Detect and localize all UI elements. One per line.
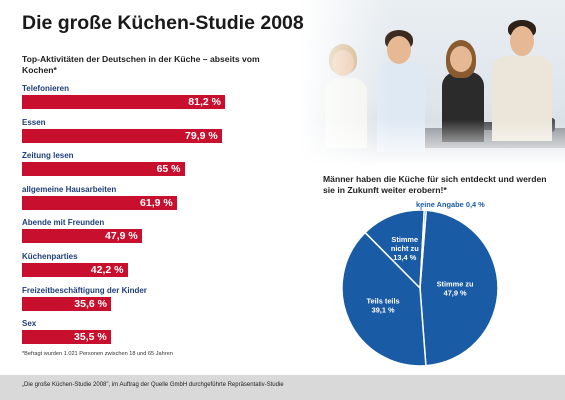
source-bar: „Die große Küchen-Studie 2008", im Auftr… (0, 375, 565, 400)
bar-value-label: 65 % (156, 163, 181, 176)
footnote: *Befragt wurden 1.021 Personen zwischen … (22, 351, 173, 357)
pie-slice (419, 209, 428, 289)
bar-category-label: Abende mit Freunden (22, 218, 105, 228)
pie-chart: Stimme zu 47,9 % Teils teils 39,1 % Stimme ni… (341, 200, 499, 366)
bar: 81,2 % (22, 95, 225, 109)
bar-row: Zeitung lesen 65 % (22, 151, 272, 183)
pie-slice-label: Stimme zu 47,9 % (437, 280, 474, 298)
pie-slice (364, 209, 426, 290)
bar-row: Essen 79,9 % (22, 118, 272, 150)
bar-category-label: Sex (22, 319, 37, 329)
bar-row: Abende mit Freunden 47,9 % (22, 218, 272, 250)
bar-category-label: Essen (22, 117, 46, 127)
bar: 42,2 % (22, 263, 128, 277)
pie-slice (341, 231, 427, 366)
bar-value-label: 47,9 % (105, 230, 138, 243)
bar-row: Telefonieren 81,2 % (22, 84, 272, 116)
bar-category-label: Freizeitbeschäftigung der Kinder (22, 285, 147, 295)
page-title: Die große Küchen-Studie 2008 (22, 12, 304, 34)
pie-chart-title: Männer haben die Küche für sich entdeckt… (323, 174, 547, 195)
pie-slice-label: Stimme nicht zu 13,4 % (391, 235, 419, 262)
bar-row: Küchenparties 42,2 % (22, 252, 272, 284)
bar-category-label: allgemeine Hausarbeiten (22, 184, 117, 194)
bar: 47,9 % (22, 229, 142, 244)
bar: 35,5 % (22, 330, 111, 345)
bar: 65 % (22, 162, 185, 177)
bar-value-label: 35,6 % (74, 297, 107, 310)
bar: 61,9 % (22, 195, 177, 210)
bar-row: allgemeine Hausarbeiten 61,9 % (22, 185, 272, 217)
bar-chart: Telefonieren 81,2 % Essen 79,9 % Zeitung les… (22, 84, 272, 345)
bar: 79,9 % (22, 128, 222, 143)
bar-row: Freizeitbeschäftigung der Kinder 35,6 % (22, 286, 272, 318)
bar-row: Sex 35,5 % (22, 319, 272, 351)
bar-value-label: 81,2 % (188, 96, 221, 108)
source-note: „Die große Küchen-Studie 2008", im Auftr… (22, 382, 284, 388)
bar-category-label: Telefonieren (22, 84, 69, 93)
kitchen-photo (300, 0, 565, 165)
bar-chart-title: Top-Aktivitäten der Deutschen in der Küc… (22, 54, 260, 75)
bar-value-label: 35,5 % (74, 331, 107, 344)
pie-slice-label: Teils teils 39,1 % (367, 296, 400, 314)
bar: 35,6 % (22, 296, 111, 311)
pie-slice-label: keine Angabe 0,4 % (416, 200, 485, 209)
bar-category-label: Zeitung lesen (22, 151, 74, 161)
bar-value-label: 61,9 % (140, 196, 173, 209)
bar-value-label: 79,9 % (185, 129, 218, 142)
bar-category-label: Küchenparties (22, 252, 78, 261)
pie-slice (419, 209, 499, 366)
bar-value-label: 42,2 % (90, 264, 124, 276)
